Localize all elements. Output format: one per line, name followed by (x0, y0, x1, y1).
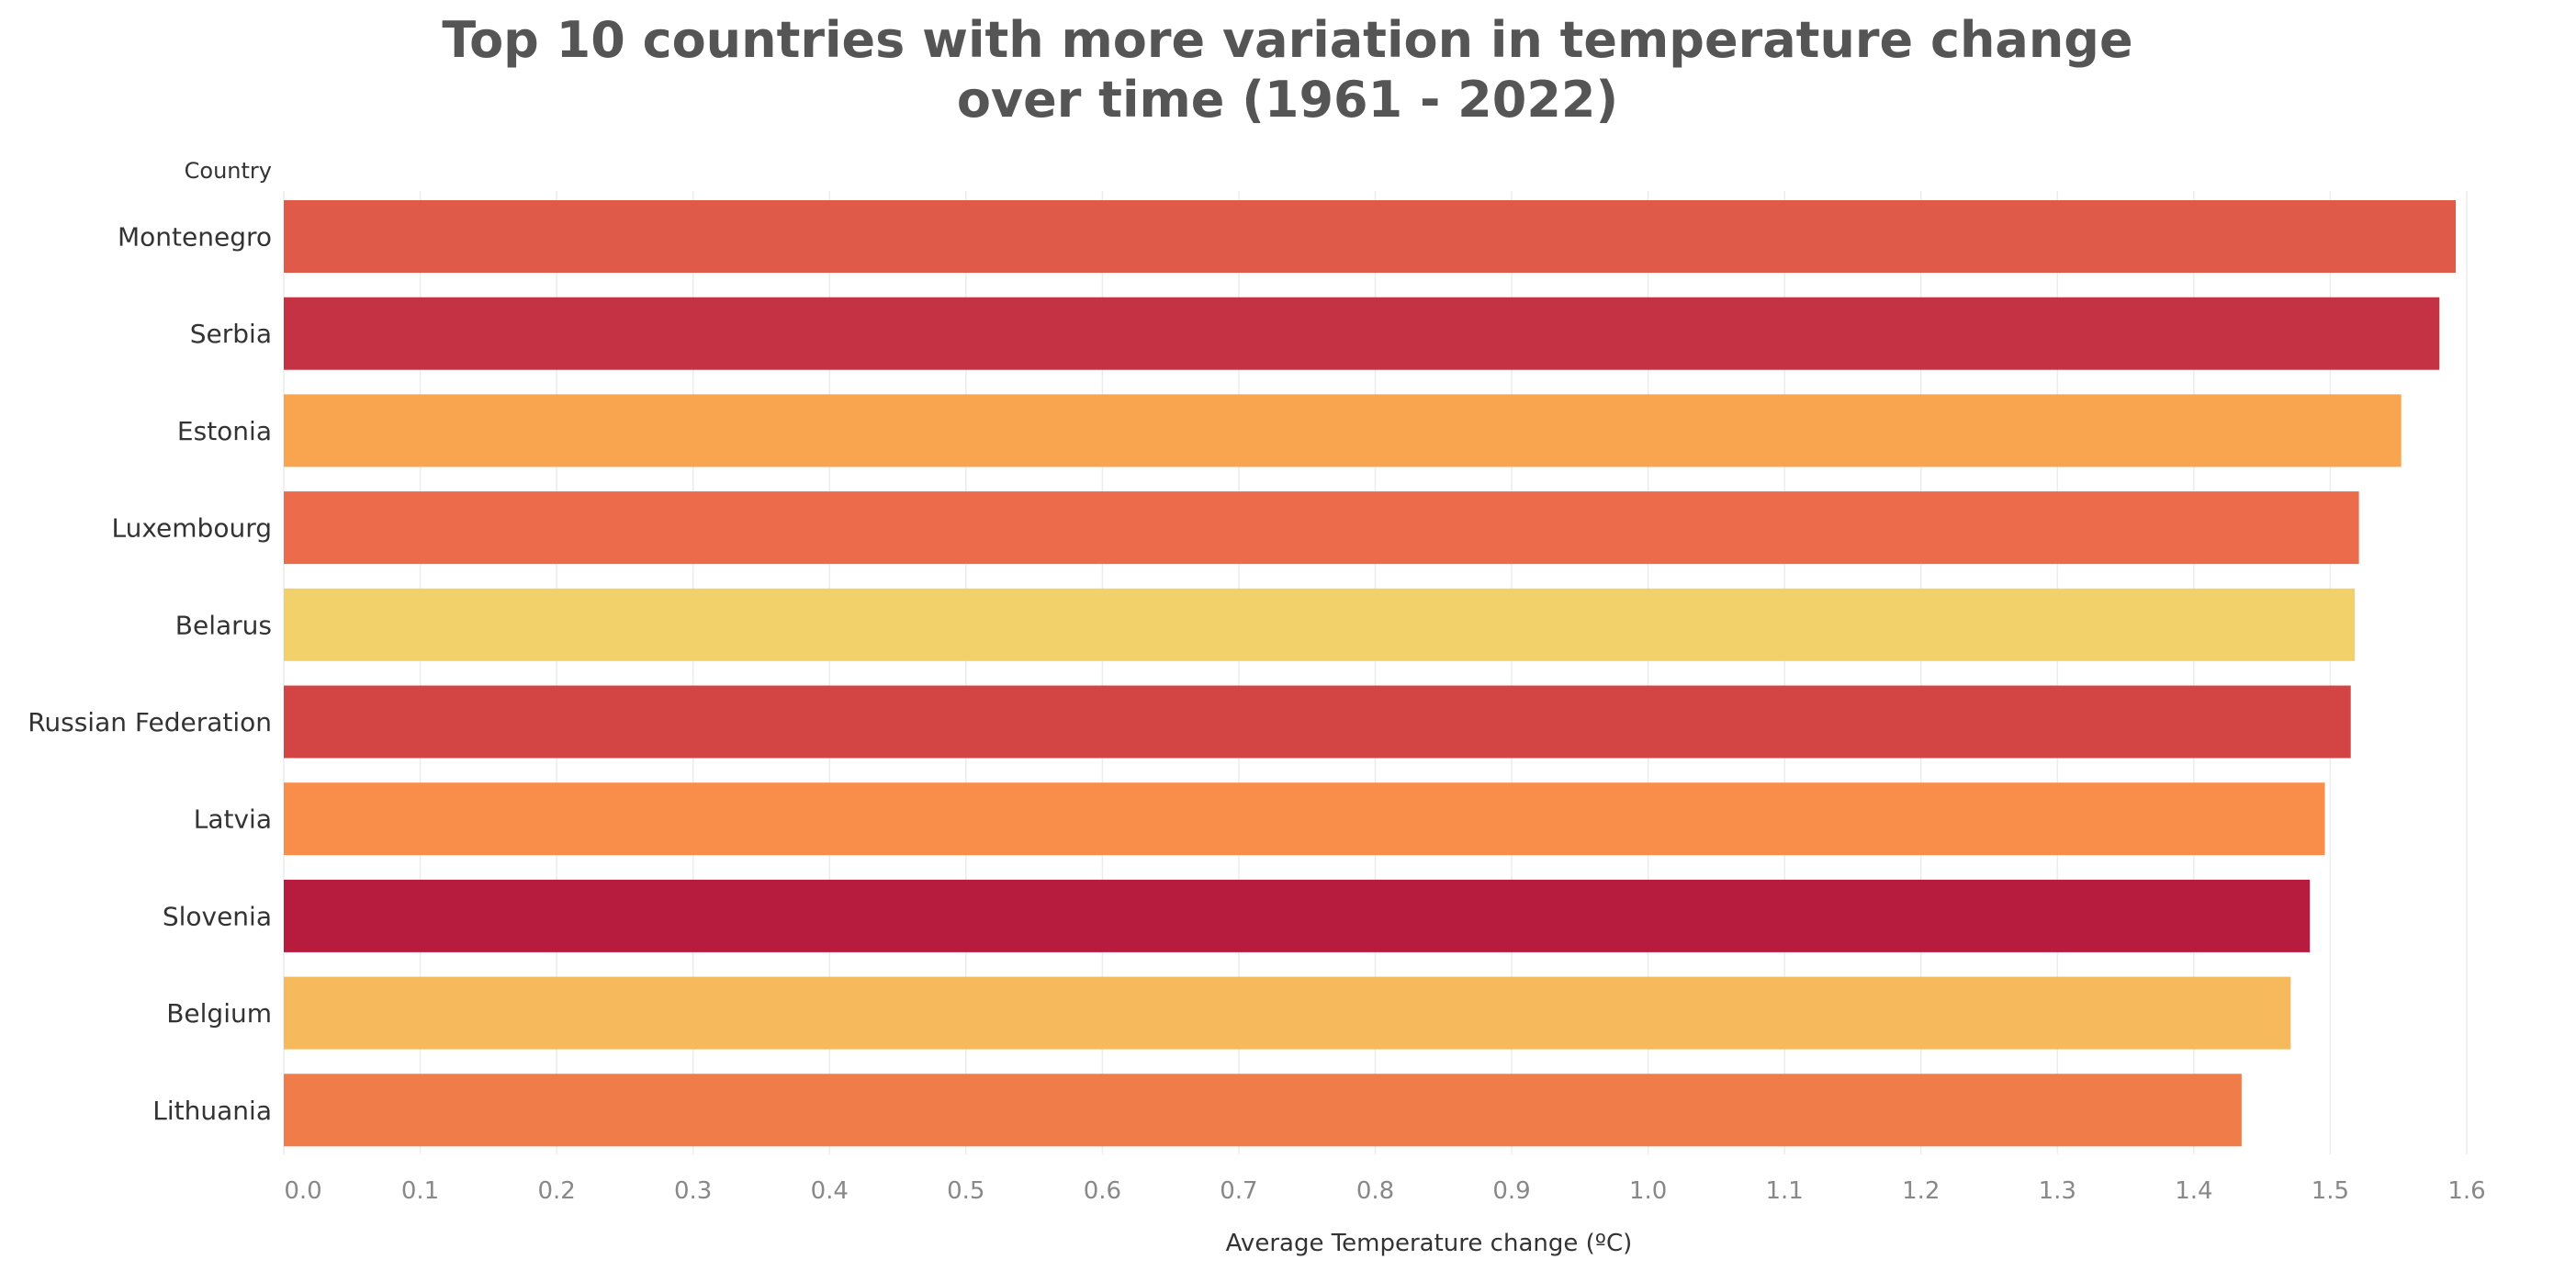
y-axis-title: Country (185, 158, 272, 184)
x-tick-label: 1.6 (2447, 1177, 2485, 1205)
x-tick-label: 0.7 (1220, 1177, 1257, 1205)
x-tick-label: 0.6 (1084, 1177, 1121, 1205)
x-tick-label: 1.3 (2039, 1177, 2076, 1205)
category-label: Lithuania (152, 1096, 272, 1126)
category-label: Slovenia (163, 901, 272, 931)
x-tick-label: 0.3 (674, 1177, 712, 1205)
category-label: Montenegro (118, 222, 272, 253)
bar-slovenia[interactable] (284, 879, 2311, 952)
x-tick-label: 0.4 (811, 1177, 849, 1205)
x-tick-label: 1.1 (1766, 1177, 1804, 1205)
bar-belarus[interactable] (284, 588, 2356, 661)
bar-luxembourg[interactable] (284, 491, 2359, 565)
x-tick-label: 0.5 (947, 1177, 984, 1205)
category-label: Estonia (177, 416, 272, 446)
category-label: Russian Federation (28, 707, 272, 737)
chart-title-line-1: Top 10 countries with more variation in … (442, 11, 2132, 69)
x-tick-label: 0.8 (1356, 1177, 1394, 1205)
x-tick-label: 1.0 (1629, 1177, 1667, 1205)
x-tick-labels: 0.0 0.1 0.2 0.3 0.4 0.5 0.6 0.7 0.8 0.9 1.0 1.1 1.2 1… (284, 1177, 2485, 1205)
bars (284, 200, 2457, 1147)
x-tick-label: 0.1 (401, 1177, 439, 1205)
category-label: Serbia (190, 319, 272, 349)
category-labels: Montenegro Serbia Estonia Luxembourg Belarus… (28, 222, 272, 1126)
category-label: Luxembourg (111, 513, 272, 544)
x-tick-label: 0.9 (1492, 1177, 1530, 1205)
category-label: Belarus (175, 610, 272, 640)
chart-title-line-2: over time (1961 - 2022) (957, 71, 1618, 129)
x-axis-title: Average Temperature change (ºC) (1226, 1230, 1633, 1257)
bar-russian-federation[interactable] (284, 685, 2351, 759)
x-tick-label: 1.5 (2312, 1177, 2349, 1205)
category-label: Belgium (166, 998, 272, 1029)
bar-belgium[interactable] (284, 976, 2291, 1050)
category-label: Latvia (194, 804, 272, 835)
bar-montenegro[interactable] (284, 200, 2457, 273)
bar-latvia[interactable] (284, 782, 2325, 856)
x-tick-label: 0.2 (537, 1177, 575, 1205)
x-tick-label: 1.2 (1902, 1177, 1940, 1205)
x-tick-label: 0.0 (284, 1177, 321, 1205)
bar-serbia[interactable] (284, 297, 2440, 370)
bar-lithuania[interactable] (284, 1074, 2242, 1147)
bar-estonia[interactable] (284, 394, 2402, 467)
x-tick-label: 1.4 (2175, 1177, 2212, 1205)
